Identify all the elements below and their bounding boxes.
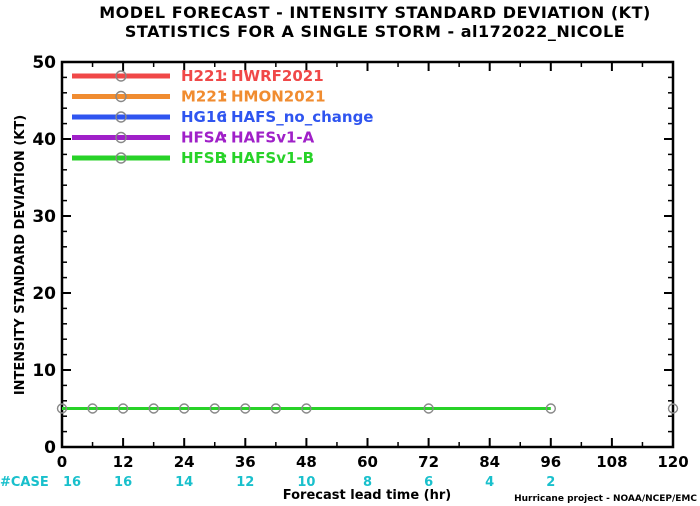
case-count: 16 [114,475,132,490]
data-point-hfsb [270,403,282,414]
case-count: 8 [363,475,372,490]
legend-separator: : [222,88,228,106]
data-point-hfsb [178,403,190,414]
legend-separator: : [222,149,228,167]
legend-marker-hfsb [115,152,127,164]
x-tick-label: 108 [596,453,627,471]
data-point-hfsb [117,403,129,414]
chart-subtitle: STATISTICS FOR A SINGLE STORM - al172022… [125,22,625,41]
legend-label-h221: HWRF2021 [231,67,324,85]
legend-label-m221: HMON2021 [231,88,326,106]
x-tick-label: 120 [657,453,688,471]
data-point-hfsb [240,403,251,414]
case-row-label: #CASE [0,475,49,490]
legend-label-hfsb: HAFSv1-B [231,149,314,167]
legend: H221 HWRF2021:M221 HMON2021:HG16 HAFS_no_ch… [72,67,373,167]
y-axis-ticks: 0 10 20 30 40 50 [32,53,673,458]
y-axis-label: INTENSITY STANDARD DEVIATION (KT) [13,115,28,395]
x-tick-label: 0 [57,453,67,471]
legend-label-hfsa: HAFSv1-A [231,129,315,147]
x-axis-label: Forecast lead time (hr) [283,488,451,503]
legend-code-h221: H221 [181,67,225,85]
x-tick-label: 12 [113,453,134,471]
y-tick-label: 50 [32,53,56,73]
data-point-hfsb [301,403,312,414]
y-tick-label: 40 [32,130,56,150]
case-count-row: #CASE 16 16 14 12 10 8 6 4 2 [0,475,555,490]
legend-separator: : [222,67,228,85]
legend-marker-hg16 [115,111,127,123]
case-count: 4 [485,475,494,490]
credit-text: Hurricane project - NOAA/NCEP/EMC [514,494,697,504]
x-tick-label: 48 [296,453,317,471]
data-point-hfsb [87,403,98,414]
series-layer [56,403,679,414]
case-count: 16 [63,475,81,490]
legend-separator: : [222,129,228,147]
legend-code-hfsa: HFSA [181,129,227,147]
y-tick-label: 30 [32,207,56,227]
legend-separator: : [222,108,228,126]
data-point-hfsb [209,403,220,414]
x-tick-label: 96 [540,453,561,471]
x-tick-label: 24 [174,453,195,471]
data-point-extra [667,403,679,414]
case-count: 10 [297,475,315,490]
case-count: 2 [546,475,555,490]
case-count: 14 [175,475,193,490]
case-count: 12 [236,475,254,490]
y-tick-label: 20 [32,284,56,304]
y-tick-label: 0 [44,438,56,458]
legend-code-hg16: HG16 [181,108,227,126]
legend-code-m221: M221 [181,88,227,106]
x-axis-ticks: 0 12 24 36 48 60 72 84 96 108 120 [57,62,689,471]
legend-code-hfsb: HFSB [181,149,226,167]
data-point-hfsb [423,403,434,414]
x-tick-label: 84 [479,453,500,471]
data-point-hfsb [545,403,556,414]
chart-title: MODEL FORECAST - INTENSITY STANDARD DEVI… [99,3,651,22]
x-tick-label: 36 [235,453,256,471]
data-point-hfsb [56,403,68,414]
legend-marker-h221 [115,70,127,82]
x-tick-label: 72 [418,453,439,471]
data-point-hfsb [148,403,159,414]
legend-marker-hfsa [115,131,127,144]
legend-label-hg16: HAFS_no_change [231,108,373,126]
x-tick-label: 60 [357,453,378,471]
case-count: 6 [424,475,433,490]
y-tick-label: 10 [32,361,56,381]
legend-marker-m221 [115,90,127,103]
